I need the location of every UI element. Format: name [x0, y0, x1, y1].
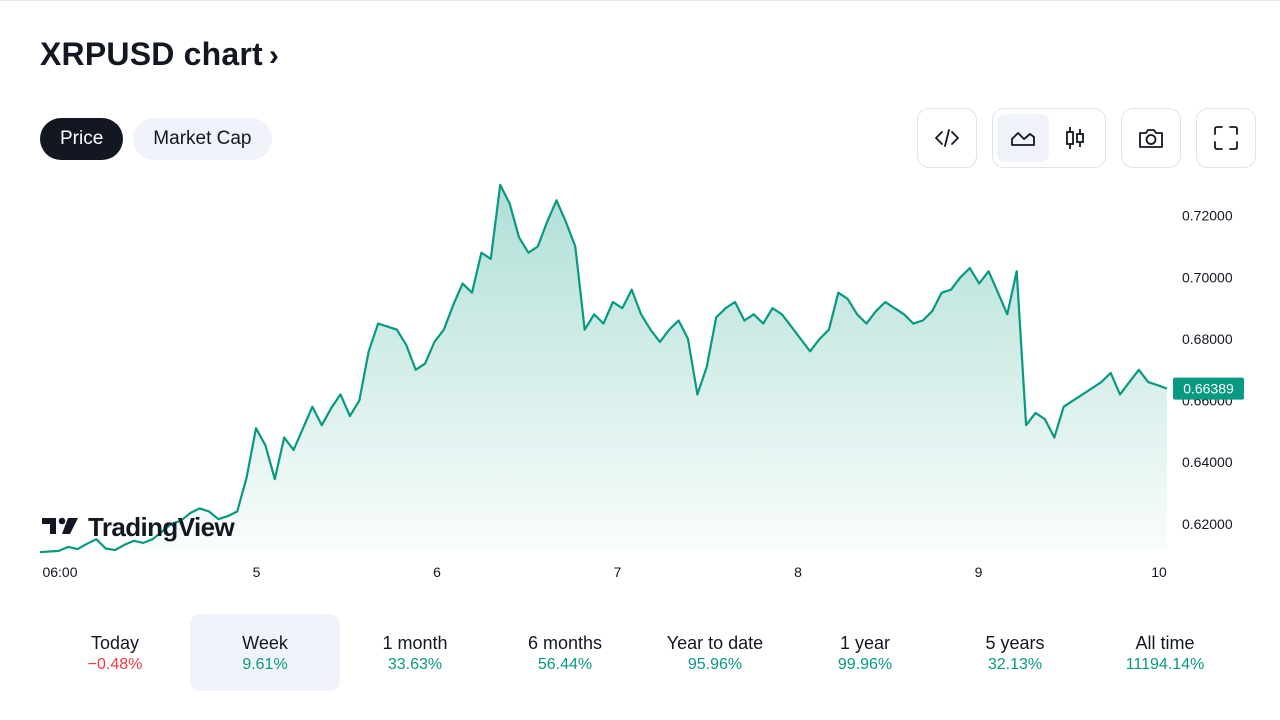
camera-icon: [1139, 129, 1163, 148]
period-change-value: 99.96%: [837, 656, 893, 673]
x-tick-label: 7: [614, 564, 622, 580]
x-tick-label: 5: [253, 564, 261, 580]
period-label: Year to date: [666, 633, 764, 653]
tab-price[interactable]: Price: [40, 118, 124, 160]
y-tick-label: 0.70000: [1182, 269, 1233, 285]
period-label: 6 months: [527, 633, 603, 653]
period-change-value: 95.96%: [687, 656, 743, 673]
period-change-value: −0.48%: [87, 656, 143, 673]
period-change-value: 11194.14%: [1125, 656, 1205, 673]
period-label: All time: [1135, 633, 1195, 653]
period-label: 1 month: [382, 633, 448, 653]
y-tick-label: 0.68000: [1182, 331, 1233, 347]
period-selector: Today −0.48% Week 9.61% 1 month 33.63% 6 month…: [40, 614, 1240, 691]
period-option[interactable]: 6 months 56.44%: [490, 614, 640, 691]
top-divider: [0, 0, 1280, 1]
period-change-value: 56.44%: [537, 656, 593, 673]
period-change-value: 9.61%: [242, 656, 288, 673]
tradingview-wordmark: TradingView: [88, 512, 235, 542]
fullscreen-toolbar-group: [1196, 108, 1256, 168]
chart-style-toolbar-group: [992, 108, 1106, 168]
embed-button[interactable]: [921, 114, 973, 162]
period-label: 5 years: [985, 633, 1045, 653]
period-option[interactable]: 1 month 33.63%: [340, 614, 490, 691]
period-label: Today: [90, 633, 140, 653]
x-tick-label: 9: [975, 564, 983, 580]
candlestick-icon: [1066, 127, 1084, 149]
page-title-link[interactable]: XRPUSD chart ›: [40, 36, 279, 73]
x-tick-label: 06:00: [42, 564, 77, 580]
period-option[interactable]: Today −0.48%: [40, 614, 190, 691]
tradingview-logo-icon: [42, 517, 78, 534]
chart-type-tabs: Price Market Cap: [40, 118, 272, 160]
price-series-line: [39, 183, 1168, 554]
period-option[interactable]: Year to date 95.96%: [640, 614, 790, 691]
tab-market-cap[interactable]: Market Cap: [133, 118, 272, 160]
code-brackets-icon: [935, 129, 959, 147]
period-option[interactable]: All time 11194.14%: [1090, 614, 1240, 691]
period-change-value: 33.63%: [387, 656, 443, 673]
fullscreen-button[interactable]: [1200, 114, 1252, 162]
price-chart-svg: 0.720000.700000.680000.660000.640000.620…: [39, 183, 1244, 580]
embed-toolbar-group: [917, 108, 977, 168]
price-chart[interactable]: 0.72000 0.70000 0.68000 0.66000 0.64000 0.620…: [0, 180, 1280, 600]
y-tick-label: 0.72000: [1182, 208, 1233, 224]
x-tick-label: 8: [794, 564, 802, 580]
area-style-button[interactable]: [997, 114, 1049, 162]
candles-style-button[interactable]: [1049, 114, 1101, 162]
price-area-fill: [40, 184, 1167, 553]
last-price-label: 0.66389: [1183, 381, 1234, 397]
period-label: 1 year: [839, 633, 891, 653]
tradingview-watermark: TradingView: [42, 512, 236, 542]
x-tick-label: 10: [1151, 564, 1167, 580]
snapshot-toolbar-group: [1121, 108, 1181, 168]
chevron-right-icon: ›: [268, 38, 280, 72]
period-option[interactable]: 1 year 99.96%: [790, 614, 940, 691]
y-tick-label: 0.62000: [1182, 516, 1233, 532]
snapshot-button[interactable]: [1125, 114, 1177, 162]
period-option[interactable]: 5 years 32.13%: [940, 614, 1090, 691]
y-tick-label: 0.64000: [1182, 454, 1233, 470]
period-label: Week: [242, 633, 288, 653]
page-title: XRPUSD chart: [40, 36, 263, 72]
period-change-value: 32.13%: [987, 656, 1043, 673]
last-price-badge: [1173, 377, 1244, 400]
x-tick-label: 6: [433, 564, 441, 580]
area-chart-icon: [1011, 132, 1035, 146]
period-option[interactable]: Week 9.61%: [190, 614, 340, 691]
fullscreen-icon: [1214, 126, 1238, 150]
